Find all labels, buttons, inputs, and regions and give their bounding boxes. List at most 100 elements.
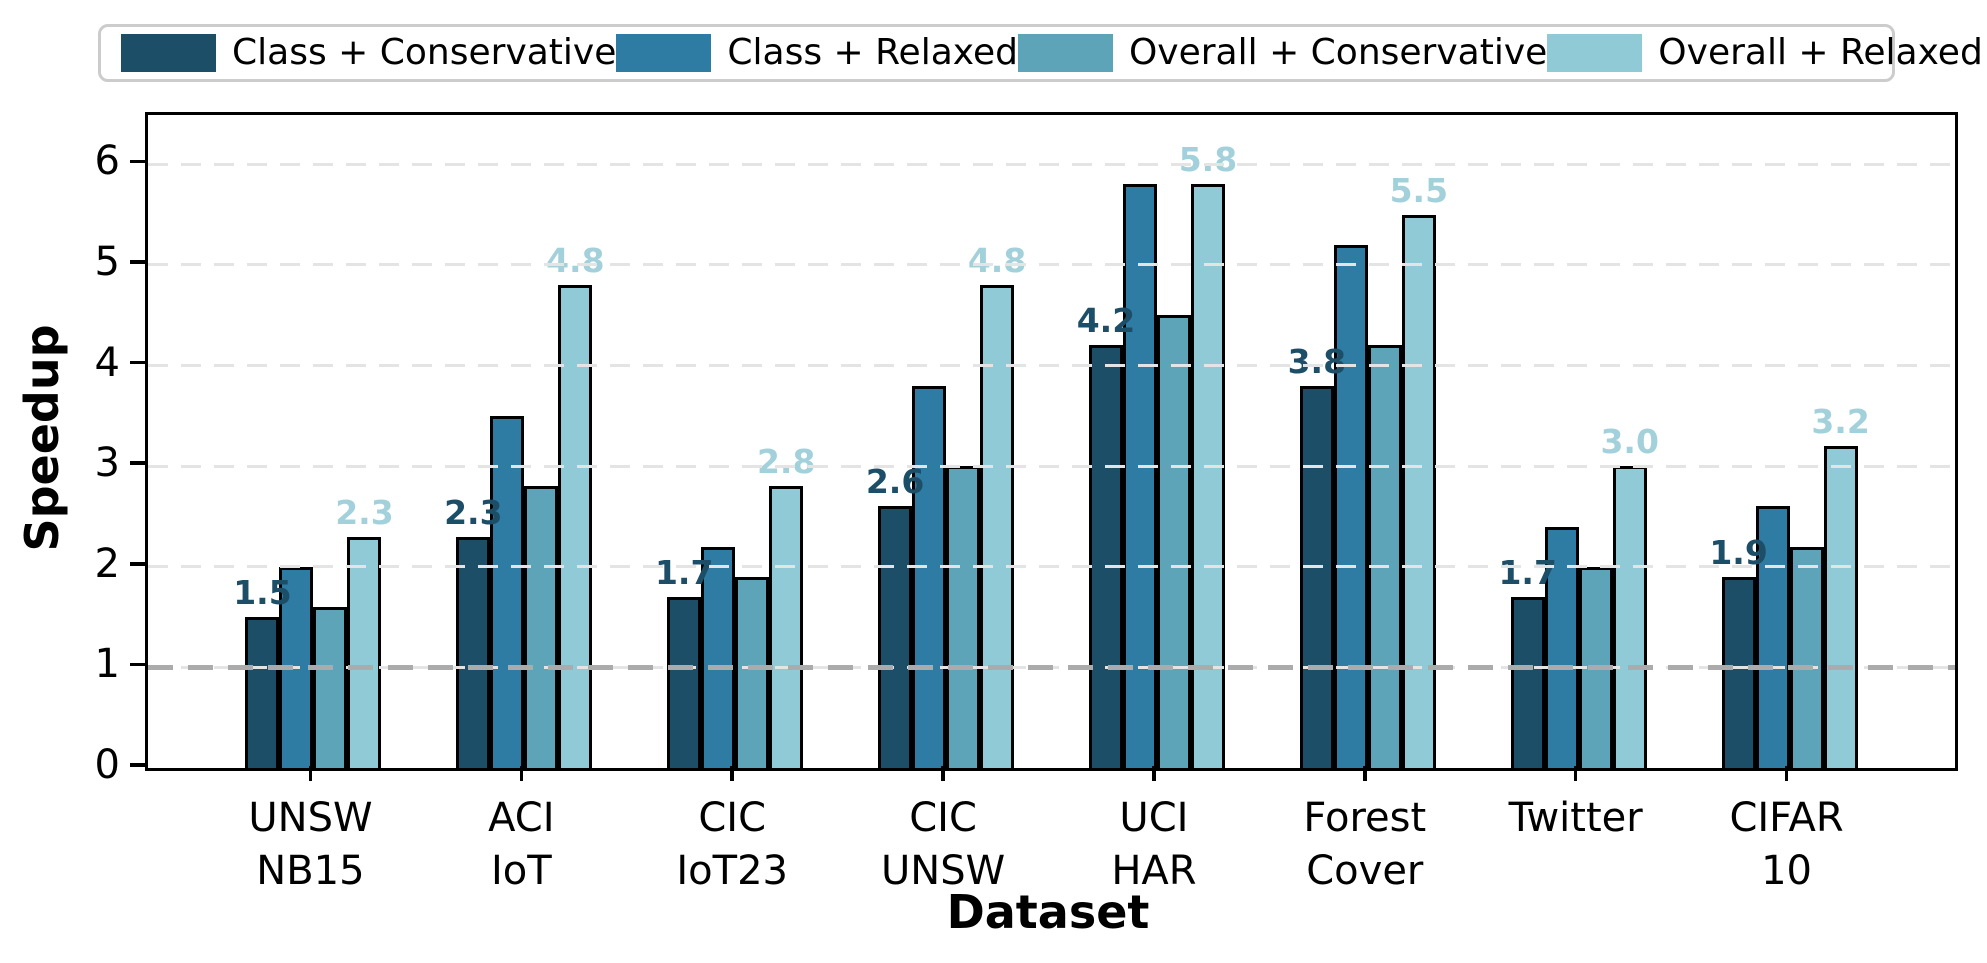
legend-entry-label: Class + Relaxed: [727, 32, 1018, 73]
bar: 3.0: [1600, 422, 1659, 768]
x-tick-mark: [941, 766, 945, 781]
x-tick-mark: [1573, 766, 1578, 781]
bar-group: 2.6 4.8: [841, 115, 1052, 768]
bar-cluster: 1.9 3.2: [1709, 402, 1870, 768]
bar: 1.7: [1498, 553, 1557, 768]
bar-value-label: 3.0: [1600, 422, 1659, 462]
bar: 3.8: [1288, 342, 1346, 768]
legend-item: Overall + Relaxed: [1547, 34, 1983, 72]
bar: 1.7: [655, 553, 713, 768]
gridline: [148, 364, 1955, 368]
bar: 2.6: [866, 462, 924, 768]
x-tick-label: Twitter: [1508, 795, 1643, 841]
reference-line: [148, 664, 1955, 670]
bar: [1122, 184, 1157, 768]
bar-value-label: 4.2: [1076, 301, 1136, 341]
y-tick-mark: [130, 360, 145, 365]
bar-value-label: 2.3: [335, 492, 394, 532]
bar: [735, 576, 770, 768]
legend-swatch: [121, 34, 216, 72]
x-tick-label: Forest Cover: [1303, 795, 1427, 894]
y-tick-label: 2: [94, 540, 120, 587]
bar-cluster: 1.7 3.0: [1498, 422, 1659, 768]
x-tick-label: UCI HAR: [1111, 795, 1197, 894]
bar-group: 2.3 4.8: [419, 115, 630, 768]
gridline: [148, 162, 1955, 166]
legend-swatch: [616, 34, 712, 72]
y-tick-mark: [130, 159, 145, 164]
bar: [490, 415, 525, 768]
bar-group: 1.5 2.3: [208, 115, 419, 768]
x-tick-label: CIFAR 10: [1729, 795, 1844, 894]
bar-group: 4.2 5.8: [1052, 115, 1263, 768]
bar: 4.8: [968, 241, 1026, 768]
bar: 2.3: [335, 493, 394, 768]
bar: 4.2: [1077, 301, 1135, 768]
bar-value-label: 3.8: [1287, 341, 1347, 381]
y-tick-mark: [130, 662, 145, 667]
bar: 4.8: [546, 241, 605, 768]
y-tick-mark: [130, 562, 145, 566]
bar-value-label: 5.5: [1389, 170, 1449, 210]
bar-cluster: 2.6 4.8: [866, 241, 1026, 768]
legend: Class + Conservative Class + Relaxed Overa…: [98, 24, 1983, 82]
x-tick-mark: [1784, 766, 1789, 781]
legend-item: Class + Conservative: [121, 34, 616, 72]
legend-item: Class + Relaxed: [616, 34, 1018, 72]
bar-value-label: 4.8: [546, 241, 605, 281]
bar: 2.3: [444, 493, 503, 768]
legend-entry-label: Overall + Conservative: [1128, 32, 1548, 73]
bar-value-label: 3.2: [1811, 402, 1870, 442]
bars-layer: 1.5 2.3 2.3 4.8 1.7 2.8 2.6 4.8 4.2 5.8 3.8 5.5 1.7 3…: [148, 115, 1955, 768]
y-tick-label: 1: [94, 641, 120, 688]
bar: 1.5: [233, 573, 292, 768]
y-tick-mark: [130, 461, 145, 465]
bar-group: 3.8 5.5: [1262, 115, 1473, 768]
bar-value-label: 2.3: [444, 492, 503, 532]
bar-group: 1.9 3.2: [1684, 115, 1895, 768]
bar: [313, 607, 348, 768]
y-tick-label: 6: [94, 138, 120, 185]
bar: [1333, 244, 1368, 768]
x-tick-label: UNSW NB15: [248, 795, 373, 894]
bar: [1156, 315, 1191, 768]
legend-item: Overall + Conservative: [1017, 32, 1548, 73]
bar: 5.8: [1179, 140, 1237, 768]
bar: [701, 546, 736, 768]
legend-swatch: [1547, 34, 1643, 72]
bar-value-label: 1.5: [233, 573, 292, 613]
bar-value-label: 1.7: [1498, 552, 1557, 592]
bar-cluster: 4.2 5.8: [1077, 140, 1237, 768]
bar: [1755, 506, 1790, 768]
y-tick-mark: [130, 763, 145, 767]
bar-cluster: 1.5 2.3: [233, 493, 394, 768]
bar-value-label: 2.8: [756, 442, 816, 482]
y-tick-label: 3: [94, 440, 120, 487]
x-tick-mark: [308, 766, 313, 781]
gridline: [148, 464, 1955, 468]
bar: [524, 486, 559, 768]
x-tick-label: ACI IoT: [488, 795, 555, 894]
x-tick-mark: [1152, 766, 1156, 781]
bar: 1.9: [1709, 533, 1768, 768]
bar-group: 1.7 2.8: [630, 115, 841, 768]
bar-value-label: 2.6: [865, 462, 925, 502]
bar-group: 1.7 3.0: [1473, 115, 1684, 768]
gridline: [148, 565, 1955, 569]
x-tick-mark: [519, 766, 524, 781]
bar-value-label: 4.8: [967, 241, 1027, 281]
x-tick-mark: [1363, 766, 1367, 781]
bar-cluster: 1.7 2.8: [655, 442, 815, 768]
x-tick-label: CIC IoT23: [676, 795, 788, 894]
bar-value-label: 1.7: [654, 552, 714, 592]
bar: [1367, 345, 1402, 768]
x-axis-label: Dataset: [946, 885, 1150, 939]
bar: 5.5: [1390, 171, 1448, 768]
bar: 3.2: [1811, 402, 1870, 768]
bar-cluster: 2.3 4.8: [444, 241, 605, 768]
gridline: [148, 263, 1955, 267]
bar-cluster: 3.8 5.5: [1288, 171, 1448, 768]
legend-entry-label: Overall + Relaxed: [1658, 32, 1983, 73]
y-tick-mark: [130, 260, 145, 264]
